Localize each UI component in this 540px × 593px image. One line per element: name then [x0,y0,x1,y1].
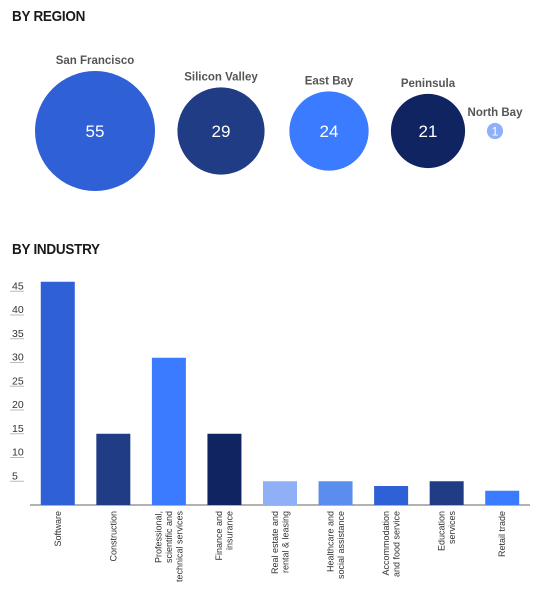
industry-section-title: BY INDUSTRY [12,241,100,258]
category-label-professional-scientific-and-technical-services: Professional,scientific andtechnical ser… [153,511,184,583]
category-label-real-estate-and-rental-leasing: Real estate andrental & leasing [270,511,291,574]
category-label-construction: Construction [108,511,118,562]
bubble-label-east-bay: East Bay [305,75,354,87]
bubble-peninsula [390,93,466,169]
y-tick-label: 45 [12,280,24,292]
bar-software [40,281,75,505]
bar-finance-and-insurance [207,433,242,505]
region-section-title: BY REGION [12,8,86,25]
y-tick-label: 30 [12,352,24,364]
bubble-label-peninsula: Peninsula [401,78,456,90]
category-label-healthcare-and-social-assistance: Healthcare andsocial assistance [325,511,346,579]
y-tick-label: 20 [12,399,24,411]
bubble-value-north-bay: 1 [492,125,499,139]
bubble-east-bay [289,91,369,171]
bubble-san-francisco [35,71,155,191]
category-label-finance-and-insurance: Finance andinsurance [214,511,235,561]
bubble-label-north-bay: North Bay [468,107,524,119]
bar-healthcare-and-social-assistance [318,481,353,505]
bar-construction [96,433,131,505]
bar-professional-scientific-and-technical-services [151,357,186,505]
y-tick-label: 10 [12,447,24,459]
bar-retail-trade [485,490,520,505]
y-tick-label: 15 [12,423,24,435]
y-tick-label: 25 [12,375,24,387]
bubble-silicon-valley [177,87,265,175]
category-label-accommodation-and-food-service: Accommodationand food service [381,511,402,577]
y-tick-label: 40 [12,304,24,316]
bubble-value-silicon-valley: 29 [212,122,231,141]
region-bubble-chart: San Francisco 55 Silicon Valley 29 East Bay 2… [35,55,524,191]
bubble-value-peninsula: 21 [419,122,438,141]
bubble-value-san-francisco: 55 [86,122,105,141]
bubble-value-east-bay: 24 [320,122,339,141]
y-tick-label: 35 [12,328,24,340]
bubble-north-bay [486,122,504,140]
category-label-software: Software [53,511,63,547]
category-label-education-services: Educationservices [436,511,457,552]
category-label-retail-trade: Retail trade [497,511,507,557]
bubble-label-san-francisco: San Francisco [56,55,135,67]
bar-accommodation-and-food-service [374,486,409,505]
bar-real-estate-and-rental-leasing [263,481,297,505]
bubble-label-silicon-valley: Silicon Valley [184,71,258,83]
bar-education-services [429,481,464,505]
y-tick-label: 5 [12,470,18,482]
